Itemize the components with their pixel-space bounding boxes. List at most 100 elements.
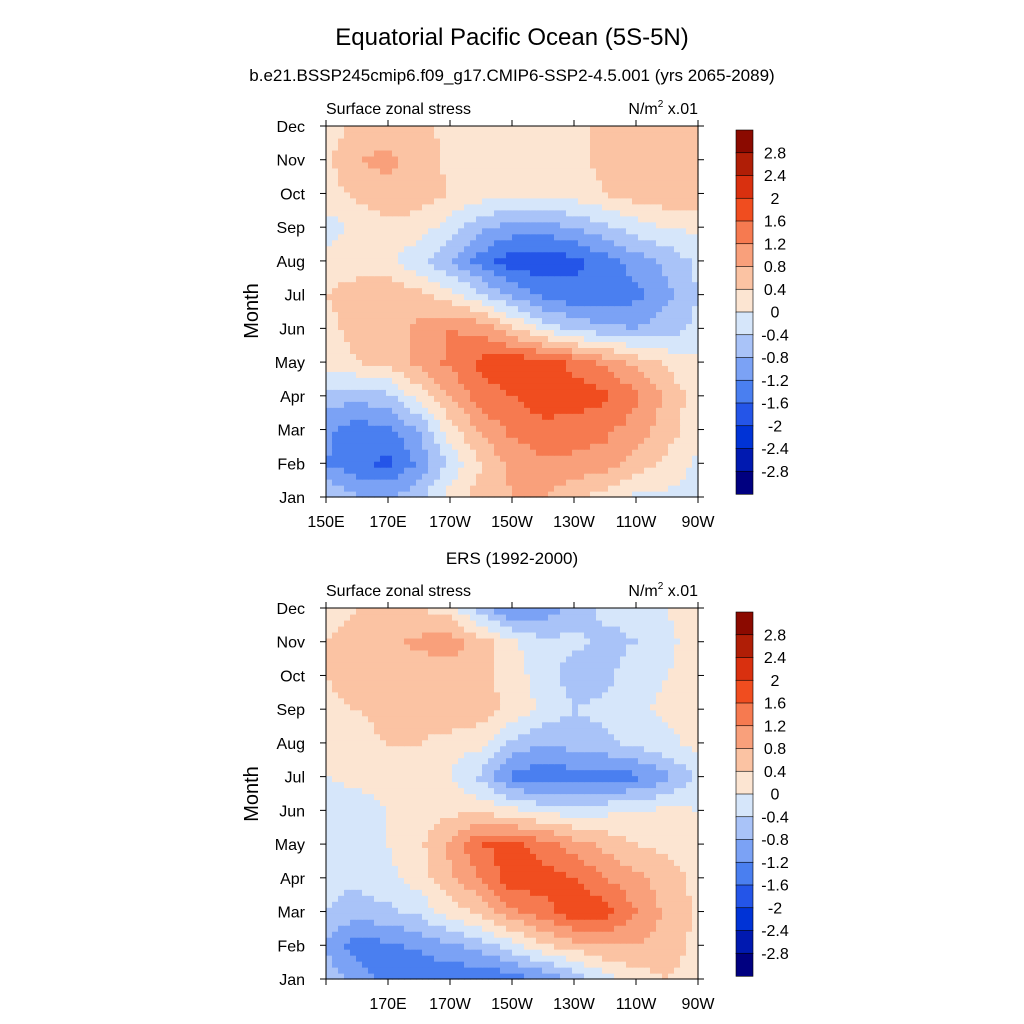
heatmap-cell <box>344 137 351 145</box>
heatmap-cell <box>332 419 339 426</box>
heatmap-cell <box>680 329 687 337</box>
heatmap-cell <box>338 437 345 444</box>
heatmap-cell <box>518 401 525 408</box>
heatmap-cell <box>686 203 693 211</box>
heatmap-cell <box>494 949 501 956</box>
heatmap-cell <box>530 251 537 259</box>
heatmap-cell <box>434 233 441 241</box>
heatmap-cell <box>650 413 657 420</box>
heatmap-cell <box>578 161 585 169</box>
heatmap-cell <box>374 191 381 199</box>
heatmap-cell <box>452 221 459 229</box>
heatmap-cell <box>554 257 561 265</box>
heatmap-cell <box>368 425 375 432</box>
heatmap-cell <box>644 143 651 151</box>
heatmap-cell <box>380 275 387 283</box>
heatmap-cell <box>482 913 489 920</box>
heatmap-cell <box>638 973 645 980</box>
heatmap-cell <box>626 263 633 271</box>
colorbar-swatch <box>735 334 754 359</box>
heatmap-cell <box>632 449 639 456</box>
heatmap-cell <box>362 413 369 420</box>
heatmap-cell <box>428 365 435 372</box>
heatmap-cell <box>668 925 675 932</box>
heatmap-cell <box>554 955 561 962</box>
heatmap-cell <box>452 126 459 133</box>
heatmap-cell <box>530 889 537 896</box>
heatmap-cell <box>602 455 609 462</box>
heatmap-cell <box>518 449 525 456</box>
heatmap-cell <box>566 173 573 181</box>
heatmap-cell <box>656 305 663 313</box>
heatmap-cell <box>656 341 663 348</box>
heatmap-cell <box>404 413 411 420</box>
heatmap-cell <box>434 311 441 319</box>
heatmap-cell <box>548 389 555 396</box>
heatmap-cell <box>350 173 357 181</box>
heatmap-cell <box>416 937 423 944</box>
heatmap-cell <box>524 191 531 199</box>
heatmap-cell <box>326 233 333 241</box>
heatmap-cell <box>464 401 471 408</box>
heatmap-cell <box>488 949 495 956</box>
heatmap-cell <box>362 955 369 962</box>
heatmap-cell <box>626 383 633 390</box>
heatmap-cell <box>404 131 411 139</box>
heatmap-cell <box>674 961 681 968</box>
heatmap-cell <box>500 269 507 277</box>
heatmap-cell <box>530 305 537 313</box>
heatmap-cell <box>494 245 501 253</box>
heatmap-cell <box>656 281 663 289</box>
heatmap-cell <box>656 973 663 980</box>
heatmap-cell <box>518 299 525 307</box>
heatmap-cell <box>644 257 651 265</box>
heatmap-cell <box>590 239 597 247</box>
heatmap-cell <box>488 401 495 408</box>
heatmap-cell <box>656 245 663 253</box>
heatmap-cell <box>692 221 699 229</box>
heatmap-cell <box>590 395 597 402</box>
heatmap-cell <box>686 209 693 217</box>
heatmap-cell <box>350 299 357 307</box>
heatmap-cell <box>554 317 561 325</box>
heatmap-cell <box>518 257 525 265</box>
heatmap-cell <box>620 203 627 211</box>
heatmap-cell <box>584 961 591 968</box>
heatmap-cell <box>326 491 333 498</box>
heatmap-cell <box>344 461 351 468</box>
heatmap-cell <box>410 365 417 372</box>
heatmap-cell <box>350 889 357 896</box>
heatmap-cell <box>416 883 423 890</box>
heatmap-cell <box>506 197 513 205</box>
heatmap-cell <box>518 467 525 474</box>
heatmap-cell <box>476 191 483 199</box>
heatmap-cell <box>434 197 441 205</box>
heatmap-cell <box>518 407 525 414</box>
heatmap-cell <box>614 233 621 241</box>
heatmap-cell <box>662 275 669 283</box>
heatmap-cell <box>524 431 531 438</box>
heatmap-cell <box>380 353 387 360</box>
heatmap-cell <box>416 203 423 211</box>
heatmap-cell <box>530 395 537 402</box>
heatmap-cell <box>680 131 687 139</box>
heatmap-cell <box>518 287 525 295</box>
heatmap-cell <box>374 227 381 235</box>
heatmap-cell <box>542 281 549 289</box>
heatmap-cell <box>620 155 627 163</box>
heatmap-cell <box>458 895 465 902</box>
heatmap-cell <box>518 383 525 390</box>
heatmap-cell <box>458 126 465 133</box>
heatmap-cell <box>608 221 615 229</box>
heatmap-cell <box>608 973 615 980</box>
heatmap-cell <box>356 485 363 492</box>
heatmap-cell <box>626 395 633 402</box>
heatmap-cell <box>344 449 351 456</box>
heatmap-cell <box>536 901 543 908</box>
heatmap-cell <box>488 167 495 175</box>
heatmap-cell <box>464 275 471 283</box>
heatmap-cell <box>356 437 363 444</box>
heatmap-cell <box>386 491 393 498</box>
heatmap-cell <box>446 239 453 247</box>
heatmap-cell <box>386 889 393 896</box>
